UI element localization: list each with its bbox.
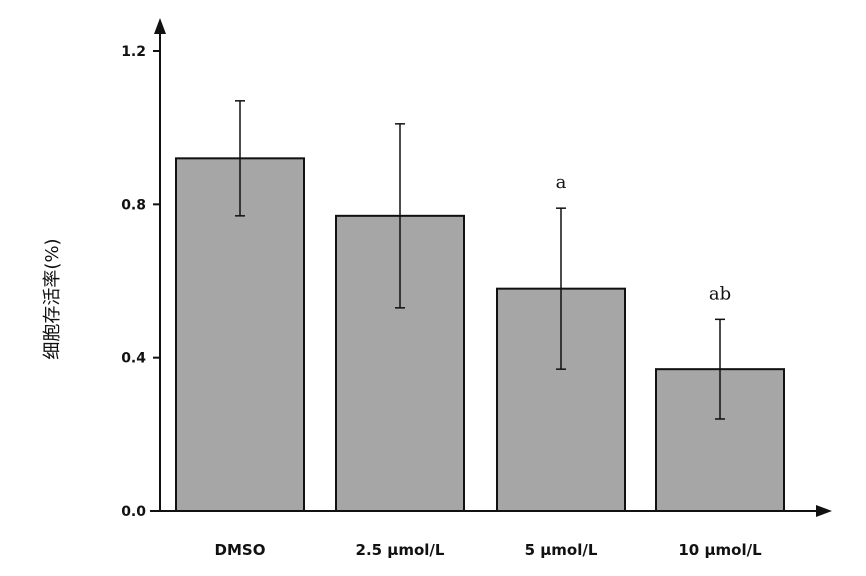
y-tick-label: 0.0 [121, 504, 146, 520]
y-tick-label: 0.8 [121, 197, 146, 213]
x-axis-arrow [816, 505, 832, 517]
x-tick-labels: DMSO 2.5 μmol/L 5 μmol/L 10 μmol/L [215, 541, 763, 559]
error-bars [235, 100, 725, 420]
error-bar [715, 318, 725, 420]
error-bar [556, 207, 566, 370]
annotations: a ab [556, 172, 732, 304]
x-tick-label: 5 μmol/L [525, 541, 598, 559]
x-tick-label: 10 μmol/L [678, 541, 762, 559]
y-ticks: 0.0 0.4 0.8 1.2 [121, 44, 160, 520]
y-tick-label: 0.4 [121, 351, 146, 367]
significance-annotation: ab [709, 283, 731, 304]
y-tick-label: 1.2 [121, 44, 146, 60]
error-bar [235, 100, 245, 217]
y-axis-label: 细胞存活率(%) [42, 238, 63, 359]
error-bar [395, 123, 405, 309]
bar [175, 157, 305, 512]
y-axis-arrow [154, 18, 166, 34]
bar [655, 368, 785, 512]
x-tick-label: 2.5 μmol/L [356, 541, 445, 559]
significance-annotation: a [556, 172, 567, 193]
x-tick-label: DMSO [215, 541, 266, 559]
bars [175, 157, 785, 512]
